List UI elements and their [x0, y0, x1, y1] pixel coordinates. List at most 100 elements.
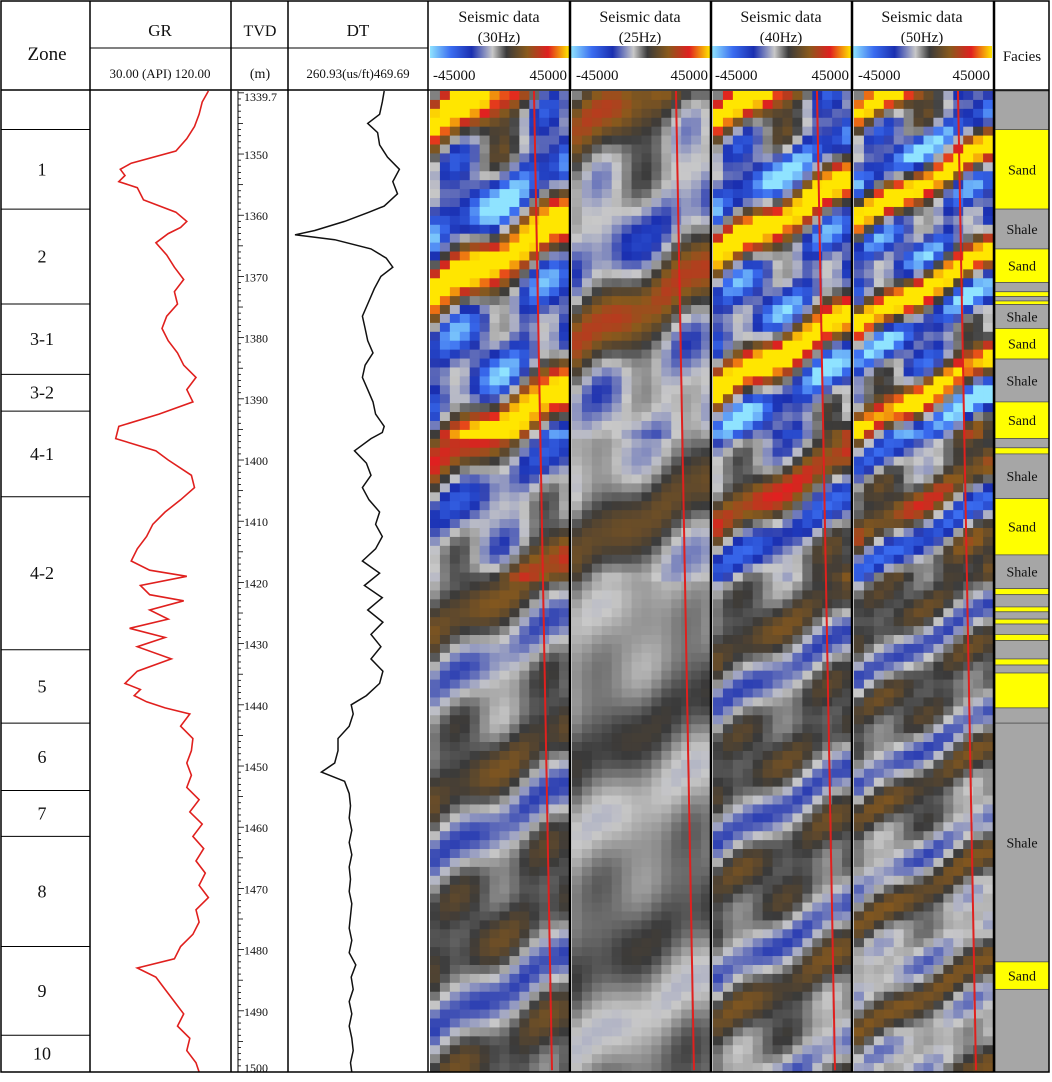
- tvd-tick-label: 1430: [244, 638, 268, 652]
- facies-label: Shale: [1006, 566, 1037, 581]
- seismic-section: [430, 90, 570, 1073]
- facies-sand: [994, 300, 1050, 305]
- colorbar-min-label: -45000: [715, 68, 758, 84]
- facies-shale: [994, 453, 1050, 499]
- facies-label: Sand: [1008, 338, 1036, 353]
- facies-label: Sand: [1008, 163, 1036, 178]
- tvd-tick-label: 1480: [244, 944, 268, 958]
- well-trajectory: [533, 90, 553, 1071]
- tvd-tick-label: 1400: [244, 454, 268, 468]
- zone-label: 5: [38, 676, 47, 696]
- zone-label: 7: [38, 803, 47, 823]
- facies-shale: [994, 664, 1050, 674]
- seismic-section: [572, 90, 712, 1073]
- gr-scale: 30.00 (API) 120.00: [109, 66, 210, 81]
- seismic-colorbar: [853, 46, 992, 58]
- tvd-tick-label: 1360: [244, 209, 268, 223]
- zone-header: Zone: [27, 44, 66, 65]
- zone-label: 6: [38, 747, 47, 767]
- facies-label: Sand: [1008, 260, 1036, 275]
- facies-header: Facies: [1003, 49, 1041, 65]
- zone-label: 10: [33, 1044, 51, 1064]
- facies-sand: [994, 129, 1050, 210]
- seismic-title: Seismic data: [881, 9, 962, 26]
- gr-curve: [114, 90, 210, 1073]
- tvd-tick-label: 1410: [244, 515, 268, 529]
- facies-sand: [994, 618, 1050, 625]
- seismic-colorbar: [571, 46, 710, 58]
- seismic-header-40hz: Seismic data (40Hz) -45000 45000: [712, 9, 851, 84]
- facies-shale: [994, 611, 1050, 620]
- well-trajectory: [675, 90, 695, 1071]
- tvd-tick-label: 1370: [244, 270, 268, 284]
- colorbar-min-label: -45000: [858, 68, 901, 84]
- tvd-tick-label: 1350: [244, 148, 268, 162]
- zone-label: 3-1: [30, 329, 54, 349]
- zone-label: 2: [38, 247, 47, 267]
- tvd-tick-label: 1380: [244, 332, 268, 346]
- tvd-tick-label: 1390: [244, 393, 268, 407]
- seismic-frequency: (25Hz): [619, 30, 661, 46]
- tvd-unit: (m): [250, 67, 271, 82]
- seismic-section: [854, 90, 994, 1073]
- seismic-title: Seismic data: [740, 9, 821, 26]
- seismic-colorbar: [430, 46, 569, 58]
- dt-title: DT: [347, 21, 370, 40]
- seismic-frequency: (30Hz): [478, 30, 520, 46]
- tvd-axis: 1339.7 1350 1360 1370 1380 1390 1400 1410 1420 14…: [237, 90, 277, 1075]
- seismic-title: Seismic data: [599, 9, 680, 26]
- facies-shale: [994, 296, 1050, 302]
- colorbar-max-label: 45000: [812, 68, 850, 84]
- zone-label: 4-2: [30, 563, 54, 583]
- facies-shale: [994, 594, 1050, 608]
- facies-sand: [994, 606, 1050, 613]
- seismic-frequency: (40Hz): [760, 30, 802, 46]
- well-trajectory: [957, 90, 977, 1071]
- facies-shale: [994, 707, 1050, 724]
- facies-shale: [994, 623, 1050, 635]
- well-trajectory: [816, 90, 836, 1071]
- facies-label: Shale: [1006, 470, 1037, 485]
- tvd-tick-label: 1450: [244, 760, 268, 774]
- zone-column: 1 2 3-1 3-2 4-1 4-2 5 6 7 8 9 10: [1, 129, 90, 1064]
- colorbar-max-label: 45000: [530, 68, 568, 84]
- seismic-header-25hz: Seismic data (25Hz) -45000 45000: [571, 9, 710, 84]
- facies-sand: [994, 634, 1050, 641]
- tvd-tick-label: 1339.7: [244, 90, 277, 104]
- tvd-tick-label: 1460: [244, 821, 268, 835]
- facies-sand: [994, 291, 1050, 298]
- seismic-colorbar: [712, 46, 851, 58]
- zone-label: 3-2: [30, 383, 54, 403]
- colorbar-min-label: -45000: [576, 68, 619, 84]
- facies-sand: [994, 447, 1050, 455]
- colorbar-min-label: -45000: [433, 68, 476, 84]
- facies-sand: [994, 658, 1050, 666]
- facies-sand: [994, 588, 1050, 596]
- seismic-header-30hz: Seismic data (30Hz) -45000 45000: [430, 9, 569, 84]
- tvd-tick-label: 1490: [244, 1005, 268, 1019]
- facies-label: Shale: [1006, 223, 1037, 238]
- facies-column: Sand Shale Sand Shale Sand Shale Sand Shale Sand…: [994, 90, 1050, 1073]
- facies-label: Sand: [1008, 414, 1036, 429]
- tvd-title: TVD: [244, 23, 277, 40]
- seismic-frequency: (50Hz): [901, 30, 943, 46]
- facies-label: Shale: [1006, 374, 1037, 389]
- seismic-header-50hz: Seismic data (50Hz) -45000 45000: [853, 9, 992, 84]
- facies-sand: [994, 672, 1050, 709]
- zone-label: 8: [38, 881, 47, 901]
- facies-label: Sand: [1008, 970, 1036, 985]
- facies-shale: [994, 282, 1050, 293]
- colorbar-max-label: 45000: [671, 68, 709, 84]
- colorbar-max-label: 45000: [953, 68, 991, 84]
- seismic-section: [713, 90, 853, 1073]
- tvd-tick-label: 1420: [244, 576, 268, 590]
- tvd-tick-label: 1470: [244, 882, 268, 896]
- facies-shale: [994, 988, 1050, 1073]
- facies-shale: [994, 554, 1050, 589]
- facies-shale: [994, 90, 1050, 130]
- dt-curve: [294, 90, 401, 1073]
- gr-title: GR: [148, 21, 172, 40]
- tvd-tick-label: 1500: [244, 1061, 268, 1075]
